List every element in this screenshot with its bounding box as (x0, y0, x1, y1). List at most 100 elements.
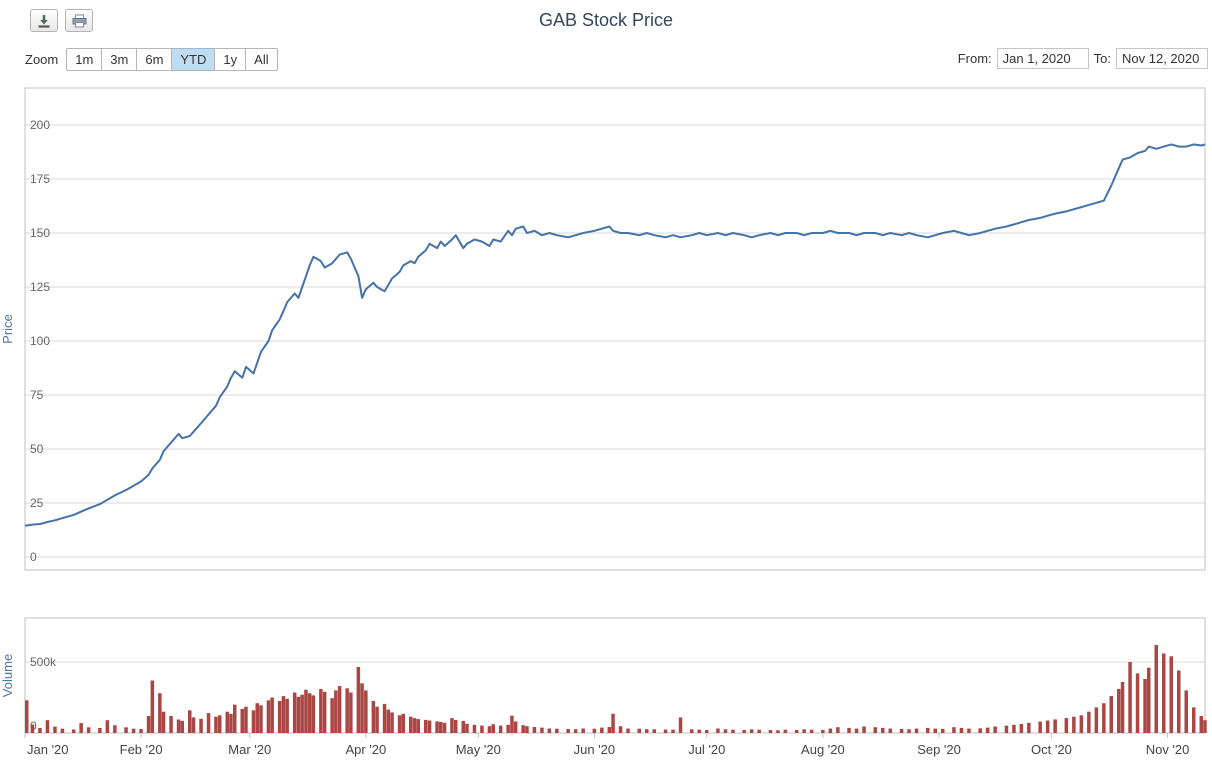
volume-bar (742, 730, 746, 733)
volume-bar (985, 727, 990, 733)
volume-bar (1147, 667, 1151, 733)
volume-bar (757, 729, 761, 733)
volume-bar (113, 725, 117, 733)
volume-bar (337, 686, 342, 733)
zoom-button-3m[interactable]: 3m (101, 48, 138, 71)
zoom-button-all[interactable]: All (245, 48, 278, 71)
price-tick-label: 0 (30, 550, 37, 564)
stock-chart-plot[interactable]: 0255075100125150175200Price0500kVolumeJa… (0, 78, 1212, 762)
download-button[interactable] (30, 9, 58, 32)
volume-bar (652, 729, 656, 733)
price-plot-border (24, 87, 1206, 571)
volume-bar (397, 715, 402, 734)
volume-bar (768, 730, 773, 733)
volume-bar (25, 700, 29, 733)
volume-bar (304, 689, 308, 733)
volume-bar (592, 728, 597, 733)
volume-bar (506, 724, 510, 733)
volume-bar (854, 728, 859, 733)
volume-bar (334, 690, 338, 733)
volume-bar (836, 727, 840, 733)
x-axis-label: May '20 (456, 742, 501, 757)
volume-bar (86, 727, 91, 733)
volume-bar (218, 715, 222, 734)
volume-bar (285, 698, 289, 733)
volume-bar (472, 724, 477, 733)
volume-bar (993, 726, 997, 733)
volume-bar (330, 698, 334, 733)
volume-bar (427, 720, 432, 733)
volume-bar (244, 706, 248, 733)
volume-bar (888, 728, 892, 733)
volume-bar (375, 706, 379, 733)
volume-bar (671, 729, 675, 733)
volume-bar (907, 729, 911, 733)
export-buttons (30, 9, 93, 32)
volume-bar (1027, 722, 1031, 733)
volume-bar (292, 692, 297, 733)
volume-bar (978, 728, 982, 733)
volume-bar (941, 728, 945, 733)
to-date-input[interactable] (1116, 48, 1208, 69)
volume-bar (225, 711, 229, 733)
volume-bar (191, 717, 196, 733)
volume-bar (521, 725, 525, 733)
toolbar: Zoom 1m 3m 6m YTD 1y All From: To: (0, 48, 1212, 72)
zoom-button-1m[interactable]: 1m (66, 48, 103, 71)
volume-bar (573, 729, 578, 733)
download-icon (38, 14, 50, 28)
volume-bar (645, 729, 649, 733)
volume-bar (914, 728, 919, 733)
price-tick-label: 150 (30, 226, 50, 240)
volume-bar (491, 724, 495, 733)
volume-bar (390, 712, 394, 733)
volume-bar (439, 721, 443, 733)
volume-bar (1019, 723, 1024, 733)
volume-bar (270, 697, 274, 733)
volume-bar (487, 726, 492, 733)
zoom-button-1y[interactable]: 1y (214, 48, 247, 71)
volume-bar (146, 716, 151, 733)
volume-bar (1177, 670, 1181, 733)
volume-bar (79, 723, 83, 733)
volume-bar (38, 728, 42, 733)
volume-bar (600, 727, 604, 733)
volume-bar (967, 728, 971, 733)
volume-bar (255, 703, 259, 733)
volume-bar (1120, 681, 1125, 733)
volume-bar (663, 729, 668, 734)
volume-bar (862, 726, 866, 733)
volume-bar (626, 728, 630, 733)
zoom-button-6m[interactable]: 6m (136, 48, 173, 71)
volume-bar (881, 727, 885, 733)
zoom-button-ytd[interactable]: YTD (171, 48, 216, 71)
volume-bar (952, 727, 956, 733)
volume-bar (690, 729, 694, 733)
zoom-label: Zoom (25, 52, 59, 67)
price-tick-label: 75 (30, 388, 44, 402)
print-icon (72, 14, 86, 27)
volume-bar (731, 729, 735, 733)
volume-bar (409, 716, 413, 733)
volume-bar (1053, 719, 1057, 733)
volume-bar (277, 701, 282, 733)
volume-bar (510, 715, 514, 733)
print-button[interactable] (65, 9, 93, 32)
volume-bar (307, 693, 312, 733)
volume-bar (809, 729, 814, 733)
volume-bar (1038, 721, 1042, 733)
volume-bar (139, 729, 143, 733)
date-range-group: From: To: (958, 48, 1208, 69)
volume-bar (98, 728, 102, 733)
volume-bar (229, 713, 233, 733)
volume-bar (1162, 653, 1166, 733)
volume-bar (53, 726, 57, 733)
x-axis-label: Sep '20 (917, 742, 961, 757)
volume-bar (1117, 689, 1121, 733)
volume-bar (547, 728, 552, 733)
volume-bar (1087, 711, 1091, 733)
volume-bar (450, 718, 454, 733)
from-date-input[interactable] (996, 48, 1089, 69)
volume-bar (382, 703, 387, 733)
volume-bar (1102, 703, 1106, 733)
